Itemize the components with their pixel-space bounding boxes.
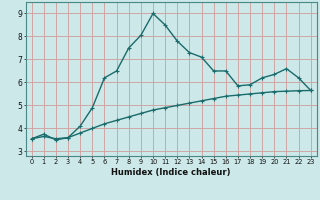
X-axis label: Humidex (Indice chaleur): Humidex (Indice chaleur): [111, 168, 231, 177]
